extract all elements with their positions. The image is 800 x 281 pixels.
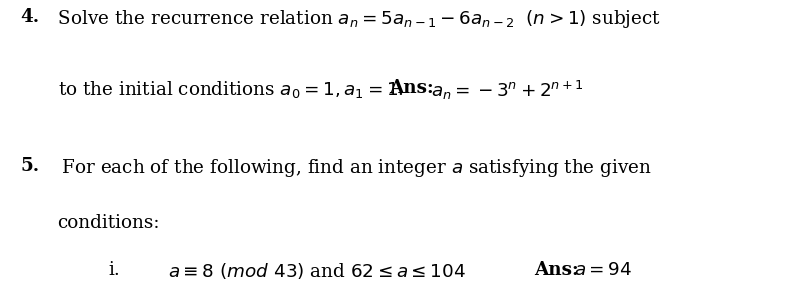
Text: For each of the following, find an integer $a$ satisfying the given: For each of the following, find an integ…	[50, 157, 652, 179]
Text: 5.: 5.	[20, 157, 39, 175]
Text: $a_n = -3^n + 2^{n+1}$: $a_n = -3^n + 2^{n+1}$	[431, 79, 584, 102]
Text: $a \equiv 8\ (mod\ 43)$ and $62 \leq a \leq 104$: $a \equiv 8\ (mod\ 43)$ and $62 \leq a \…	[168, 261, 466, 281]
Text: i.: i.	[108, 261, 120, 279]
Text: to the initial conditions $a_0 = 1, a_1 = 1$.: to the initial conditions $a_0 = 1, a_1 …	[58, 79, 411, 100]
Text: $a = 94$: $a = 94$	[574, 261, 633, 279]
Text: conditions:: conditions:	[58, 214, 160, 232]
Text: 4.: 4.	[20, 8, 39, 26]
Text: Solve the recurrence relation $a_n = 5a_{n-1} - 6a_{n-2}$  $(n > 1)$ subject: Solve the recurrence relation $a_n = 5a_…	[52, 8, 661, 30]
Text: Ans:: Ans:	[534, 261, 586, 279]
Text: Ans:: Ans:	[390, 79, 441, 97]
